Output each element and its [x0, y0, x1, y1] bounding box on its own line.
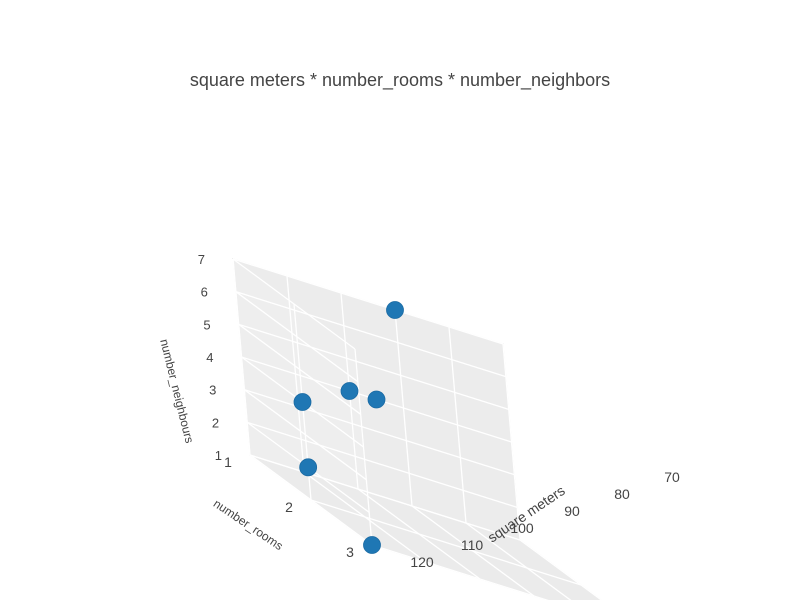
chart-title: square meters * number_rooms * number_ne…: [189, 70, 611, 90]
gridline-x: [502, 343, 521, 541]
gridline-z: [235, 291, 507, 378]
gridline-z: [232, 258, 504, 345]
x-tick-label: 120: [410, 554, 434, 570]
gridline-y: [371, 544, 565, 605]
x-tick-label: 110: [461, 537, 484, 553]
gridline-y: [354, 348, 373, 546]
z-tick-label: 3: [209, 383, 216, 398]
x-tick-label: 70: [664, 469, 680, 485]
y-tick-label: 2: [285, 499, 293, 515]
z-tick-label: 5: [203, 317, 210, 332]
data-point[interactable]: [340, 382, 359, 400]
gridline-x: [394, 309, 413, 507]
z-tick-label: 4: [206, 350, 213, 365]
z-axis-title: number_neighbours: [157, 338, 196, 445]
x-tick-label: 80: [614, 486, 630, 502]
z-tick-label: 6: [201, 285, 208, 300]
data-point[interactable]: [386, 301, 404, 319]
z-tick-label: 2: [212, 415, 219, 430]
gridline-y: [310, 499, 582, 586]
x-tick-label: 100: [510, 520, 534, 536]
data-point[interactable]: [299, 458, 318, 477]
z-tick-label: 1: [215, 448, 222, 463]
gridline-x: [448, 326, 467, 524]
y-tick-label: 3: [346, 544, 354, 560]
gridline-x: [286, 275, 305, 473]
data-point[interactable]: [293, 393, 312, 411]
data-point[interactable]: [363, 536, 381, 554]
gridline-z: [238, 323, 509, 410]
y-axis-title: number_rooms: [211, 496, 286, 553]
gridline-y: [232, 258, 251, 456]
z-tick-label: 7: [198, 252, 205, 267]
gridline-z: [244, 389, 515, 476]
x-tick-label: 90: [564, 503, 580, 519]
y-tick-label: 1: [224, 454, 232, 470]
gridline-y: [249, 454, 521, 541]
data-point[interactable]: [367, 390, 386, 409]
gridline-z: [246, 421, 518, 508]
